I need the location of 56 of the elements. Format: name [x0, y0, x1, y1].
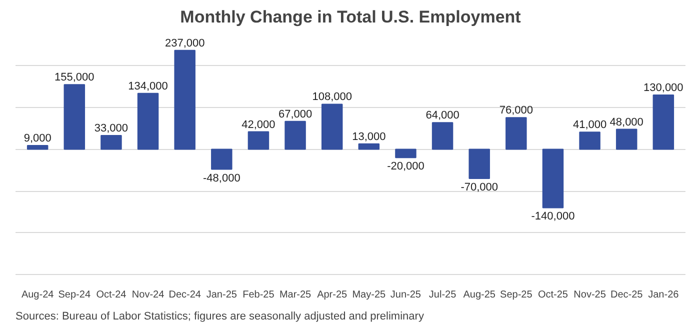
- x-tick-label: Aug-24: [21, 290, 54, 300]
- x-tick-label: Sep-24: [58, 290, 91, 300]
- data-label: 76,000: [499, 104, 533, 117]
- data-label: 42,000: [242, 118, 276, 131]
- data-label: 13,000: [352, 130, 386, 143]
- bar: [284, 120, 306, 150]
- x-tick-label: Mar-25: [279, 290, 312, 300]
- bar: [542, 148, 564, 208]
- bar: [468, 148, 490, 179]
- x-tick-label: Oct-25: [538, 290, 568, 300]
- bar: [432, 122, 454, 150]
- bar: [579, 132, 600, 150]
- data-label: 48,000: [610, 116, 644, 128]
- x-tick-label: Jun-25: [390, 290, 422, 300]
- x-tick-label: Dec-25: [610, 290, 644, 300]
- x-tick-label: Nov-25: [574, 290, 606, 300]
- x-tick-label: Sep-25: [500, 290, 533, 300]
- bar: [100, 135, 122, 150]
- x-tick-label: Aug-25: [463, 290, 496, 300]
- x-tick-label: Jan-25: [206, 290, 238, 300]
- data-label: 130,000: [644, 82, 684, 94]
- bar: [64, 84, 86, 150]
- data-label: 155,000: [54, 72, 94, 84]
- data-label: 64,000: [426, 110, 460, 122]
- bar: [137, 92, 159, 150]
- data-label: -48,000: [203, 172, 240, 184]
- bar: [506, 117, 527, 150]
- bar: [616, 128, 638, 150]
- x-tick-label: Nov-24: [132, 290, 165, 300]
- x-tick-label: May-25: [352, 290, 386, 300]
- data-label: 67,000: [278, 108, 312, 120]
- bar: [26, 145, 48, 150]
- bar: [248, 131, 270, 150]
- x-tick-label: Jul-25: [428, 290, 457, 300]
- bar: [358, 143, 380, 150]
- data-label: 237,000: [164, 37, 205, 50]
- bar: [395, 148, 416, 158]
- x-tick-label: Jan-26: [648, 290, 680, 300]
- data-label: 108,000: [312, 91, 352, 104]
- bar: [174, 50, 196, 150]
- bar: [321, 104, 343, 150]
- bar: [652, 94, 674, 150]
- data-label: 33,000: [94, 122, 128, 135]
- x-tick-label: Apr-25: [317, 290, 348, 300]
- bar: [211, 148, 232, 170]
- data-label: -70,000: [460, 181, 498, 194]
- chart-title: Monthly Change in Total U.S. Employment: [180, 8, 522, 26]
- data-label: 9,000: [24, 132, 52, 145]
- data-label: -140,000: [531, 210, 575, 223]
- source-note: Sources: Bureau of Labor Statistics; figures are seasonally adjusted and preliminary: [16, 310, 424, 322]
- data-label: 41,000: [572, 119, 607, 132]
- x-tick-label: Feb-25: [242, 290, 275, 300]
- data-label: 134,000: [128, 80, 168, 92]
- x-tick-label: Dec-24: [168, 290, 202, 300]
- x-tick-label: Oct-24: [96, 290, 127, 300]
- data-label: -20,000: [387, 160, 424, 173]
